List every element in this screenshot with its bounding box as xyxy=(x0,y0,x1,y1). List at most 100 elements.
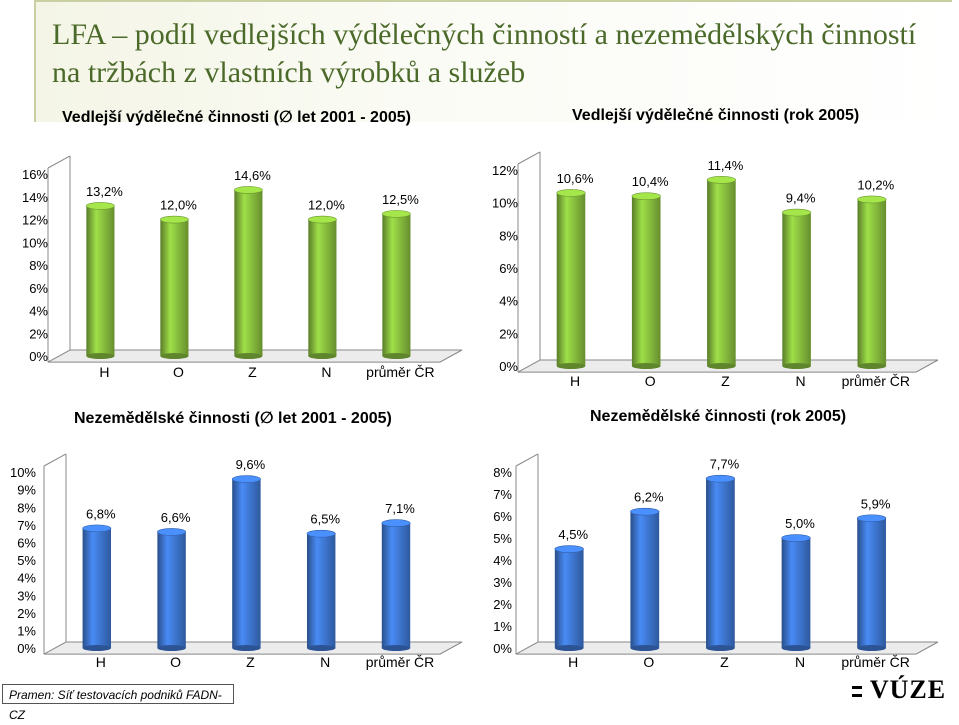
category-label: N xyxy=(320,654,330,670)
data-label: 5,0% xyxy=(785,516,815,531)
source-note: Pramen: Síť testovacích podniků FADN-CZ xyxy=(2,684,234,722)
y-tick-label: 10% xyxy=(492,196,518,211)
y-tick-label: 4% xyxy=(499,294,518,309)
data-label: 13,2% xyxy=(86,184,123,199)
category-label: průměr ČR xyxy=(841,654,909,670)
data-label: 10,6% xyxy=(557,171,594,186)
chart-vedlejsi-prumer: 0% 2% 4% 6% 8% 10% 12% 14% 16% 13,2% H 12,0% O 14,6% Z… xyxy=(22,155,463,380)
data-label: 11,4% xyxy=(707,158,743,173)
category-label: Z xyxy=(721,373,730,389)
y-tick-label: 0% xyxy=(493,641,512,656)
data-label: 10,2% xyxy=(857,177,894,192)
data-label: 10,4% xyxy=(632,174,669,189)
category-label: průměr ČR xyxy=(366,654,434,670)
category-label: H xyxy=(96,654,106,670)
data-label: 14,6% xyxy=(234,168,271,183)
category-label: Z xyxy=(720,654,729,670)
y-tick-label: 1% xyxy=(17,623,36,638)
y-tick-label: 0% xyxy=(17,641,36,656)
category-label: Z xyxy=(246,654,255,670)
data-label: 6,5% xyxy=(310,512,340,527)
data-label: 6,2% xyxy=(634,490,664,505)
title-frame xyxy=(34,0,952,122)
bar xyxy=(706,176,736,370)
bar xyxy=(856,514,887,652)
category-label: Z xyxy=(248,364,257,380)
category-label: O xyxy=(170,654,181,670)
y-tick-label: 2% xyxy=(29,326,48,341)
chart-title-4: Nezemědělské činnosti (rok 2005) xyxy=(590,408,847,425)
data-label: 6,8% xyxy=(86,506,116,521)
y-tick-label: 0% xyxy=(499,359,518,374)
category-label: N xyxy=(795,654,805,670)
y-tick-label: 0% xyxy=(29,349,48,364)
y-tick-label: 6% xyxy=(493,509,512,524)
bar xyxy=(160,215,189,360)
category-label: O xyxy=(173,364,184,380)
y-tick-label: 2% xyxy=(17,606,36,621)
y-tick-label: 9% xyxy=(17,483,36,498)
chart-title-3: Nezemědělské činnosti (∅ let 2001 - 2005… xyxy=(74,410,392,427)
vuze-logo: VÚZE xyxy=(869,675,947,704)
chart-title-2: Vedlejší výdělečné činnosti (rok 2005) xyxy=(572,107,860,124)
chart-nezemedelske-2005: 0% 1% 2% 3% 4% 5% 6% 7% 8% 4,5% H 6,2% O 7,7% Z 5,0% N 5,… xyxy=(493,453,939,670)
y-tick-label: 3% xyxy=(17,588,36,603)
data-label: 4,5% xyxy=(558,527,588,542)
bar xyxy=(781,534,811,652)
y-tick-label: 10% xyxy=(10,465,36,480)
bar xyxy=(231,475,261,652)
logo-bar xyxy=(852,694,862,697)
category-label: H xyxy=(99,364,109,380)
category-label: O xyxy=(645,373,656,389)
data-label: 9,6% xyxy=(236,457,266,472)
y-tick-label: 8% xyxy=(499,228,518,243)
category-label: průměr ČR xyxy=(366,364,434,380)
bar xyxy=(308,215,337,360)
y-tick-label: 6% xyxy=(29,281,48,296)
bar xyxy=(382,210,411,360)
y-tick-label: 4% xyxy=(493,553,512,568)
bar xyxy=(782,208,812,370)
bar xyxy=(86,202,115,360)
category-label: N xyxy=(796,373,806,389)
y-tick-label: 5% xyxy=(493,531,512,546)
data-label: 9,4% xyxy=(786,191,816,206)
bar xyxy=(857,195,887,370)
data-label: 12,0% xyxy=(308,198,345,213)
bar xyxy=(157,528,187,652)
y-tick-label: 10% xyxy=(22,235,48,250)
logo-bar xyxy=(852,686,862,689)
data-label: 5,9% xyxy=(861,496,891,511)
y-tick-label: 12% xyxy=(492,163,518,178)
bar xyxy=(556,189,586,370)
page-title: LFA – podíl vedlejších výdělečných činno… xyxy=(52,18,917,89)
chart-vedlejsi-2005: 0% 2% 4% 6% 8% 10% 12% 10,6% H 10,4% O 11,4% Z 9,4% N 1… xyxy=(492,151,939,389)
y-tick-label: 7% xyxy=(17,518,36,533)
category-label: H xyxy=(568,654,578,670)
y-tick-label: 8% xyxy=(17,500,36,515)
bar xyxy=(381,519,411,652)
bar xyxy=(705,474,736,652)
bar xyxy=(234,186,263,360)
chart-title-1: Vedlejší výdělečné činnosti (∅ let 2001 … xyxy=(62,109,411,126)
y-tick-label: 3% xyxy=(493,575,512,590)
y-tick-label: 7% xyxy=(493,487,512,502)
data-label: 7,1% xyxy=(385,501,415,516)
data-label: 7,7% xyxy=(710,457,740,472)
category-label: průměr ČR xyxy=(842,373,910,389)
y-tick-label: 14% xyxy=(22,190,48,205)
y-tick-label: 1% xyxy=(493,619,512,634)
y-tick-label: 8% xyxy=(29,258,48,273)
bar xyxy=(554,545,584,652)
chart-nezemedelske-prumer: 0% 1% 2% 3% 4% 5% 6% 7% 8% 9% 10% 6,8% H 6,6% O 9,6% Z 6,… xyxy=(10,453,463,670)
bar xyxy=(630,507,660,652)
y-tick-label: 4% xyxy=(29,304,48,319)
data-label: 12,0% xyxy=(160,198,197,213)
y-tick-label: 4% xyxy=(17,571,36,586)
y-tick-label: 8% xyxy=(493,465,512,480)
category-label: N xyxy=(321,364,331,380)
y-tick-label: 2% xyxy=(493,597,512,612)
bar xyxy=(82,524,112,652)
y-tick-label: 2% xyxy=(499,326,518,341)
y-tick-label: 6% xyxy=(17,535,36,550)
